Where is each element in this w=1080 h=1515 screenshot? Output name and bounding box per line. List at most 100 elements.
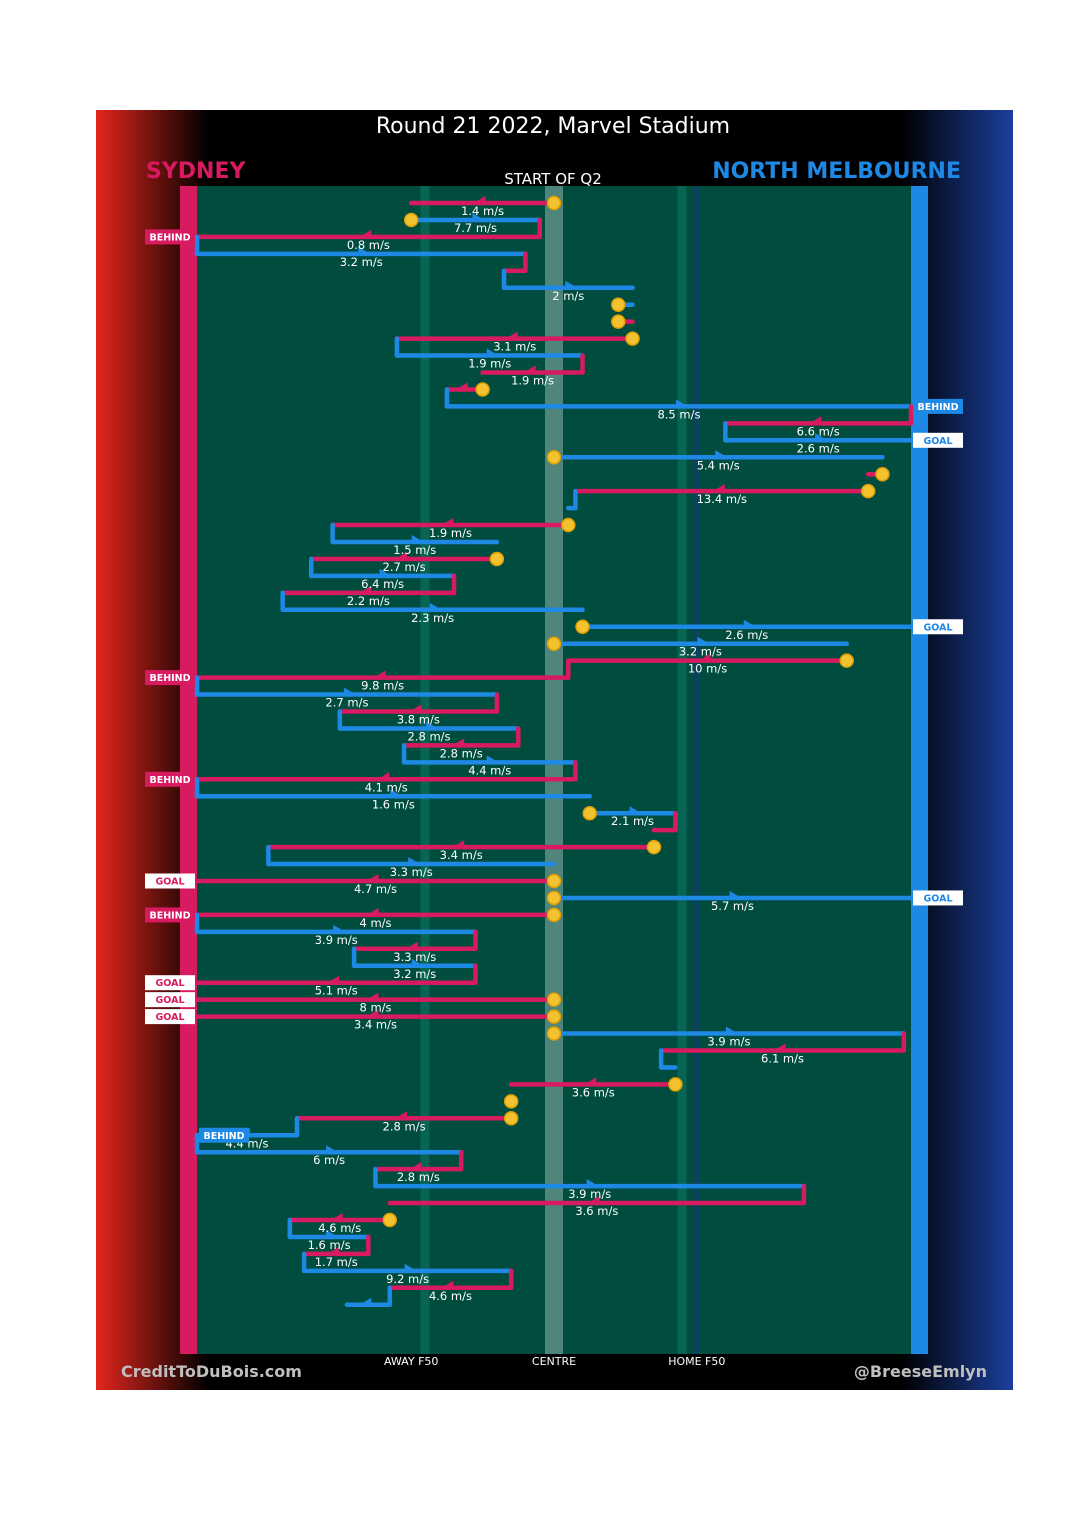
outcome-badge-label: GOAL (155, 877, 184, 888)
speed-label: 3.2 m/s (393, 967, 436, 981)
speed-label: 3.4 m/s (440, 848, 483, 862)
chain-arrow (441, 518, 454, 527)
chain-arrow (715, 450, 728, 459)
chain-arrow (429, 602, 442, 611)
speed-label: 2.7 m/s (383, 560, 426, 574)
stoppage-marker (546, 890, 562, 906)
chain-arrow (405, 941, 418, 950)
chain-arrow (697, 636, 710, 645)
chain-arrow (395, 551, 408, 560)
chain-arrow (358, 246, 371, 255)
speed-label: 1.9 m/s (468, 357, 511, 371)
chain-arrow (404, 1263, 417, 1272)
speed-label: 3.9 m/s (315, 933, 358, 947)
speed-label: 1.5 m/s (393, 543, 436, 557)
chain-arrow (587, 1196, 600, 1205)
chain-arrow (366, 992, 379, 1001)
stoppage-marker (382, 1212, 398, 1228)
chain-arrow (411, 535, 424, 543)
speed-label: 4.4 m/s (468, 763, 511, 777)
chain-arrow (523, 365, 536, 374)
chart-title: Round 21 2022, Marvel Stadium (376, 114, 730, 139)
speed-label: 1.6 m/s (372, 797, 415, 811)
chains-layer (194, 196, 914, 1307)
outcome-badge-label: GOAL (155, 995, 184, 1006)
chain-arrow (333, 924, 346, 933)
speed-label: 3.6 m/s (575, 1204, 618, 1218)
chain-arrow (486, 348, 499, 357)
chain-arrow (586, 1179, 599, 1188)
speed-label: 2.6 m/s (797, 441, 840, 455)
x-tick-label: HOME F50 (668, 1355, 725, 1368)
centre-line (545, 186, 563, 1354)
chain-arrow (725, 1026, 738, 1035)
speed-label: 1.6 m/s (308, 1238, 351, 1252)
chain-arrow (327, 1246, 340, 1255)
speed-label: 3.1 m/s (493, 340, 536, 354)
home-f50-line (677, 186, 687, 1354)
stoppage-marker (860, 483, 876, 499)
speed-label: 3.2 m/s (679, 645, 722, 659)
outcome-badge-label: BEHIND (149, 673, 190, 684)
outcome-badge (145, 1009, 195, 1025)
chain-arrow (359, 585, 372, 594)
speed-label: 2.2 m/s (347, 594, 390, 608)
chain-arrow (426, 721, 439, 730)
speed-label: 2.1 m/s (611, 814, 654, 828)
stoppage-marker (582, 805, 597, 821)
outcome-badge-label: GOAL (923, 436, 952, 447)
speed-label: 5.1 m/s (315, 984, 358, 998)
chain-arrow (675, 399, 688, 408)
chain-arrow (729, 890, 742, 899)
chain-arrow (327, 975, 340, 984)
chain-arrow (366, 874, 379, 882)
chain-arrow (326, 1229, 339, 1238)
chain-arrow (743, 619, 756, 628)
speed-label: 3.9 m/s (707, 1035, 750, 1049)
speed-label: 6 m/s (313, 1153, 345, 1167)
speed-label: 2.8 m/s (440, 746, 483, 760)
x-tick-label: CENTRE (532, 1355, 576, 1368)
chain-arrow (359, 1297, 372, 1306)
stoppage-marker (668, 1077, 683, 1092)
speed-label: 4.6 m/s (429, 1289, 472, 1303)
chain-arrow (712, 484, 725, 493)
outcome-badge-label: BEHIND (149, 775, 190, 786)
chain-arrow (326, 1145, 339, 1154)
speed-label: 4 m/s (359, 916, 391, 930)
chain-arrow (330, 1213, 343, 1221)
speed-label: 5.7 m/s (711, 899, 754, 913)
speed-label: 9.8 m/s (361, 679, 404, 693)
chain-arrow (505, 331, 518, 340)
chain-arrow (366, 1009, 379, 1018)
chain-arrow (343, 687, 356, 696)
credit-right: @BreeseEmlyn (854, 1362, 987, 1381)
speed-label: 10 m/s (688, 662, 727, 676)
outcome-badge-label: BEHIND (149, 232, 190, 243)
outcome-badge (145, 992, 195, 1008)
stoppage-marker (503, 1111, 519, 1126)
speed-label: 2 m/s (552, 289, 584, 303)
stoppage-marker (546, 195, 562, 211)
chain-arrow (390, 789, 403, 798)
away-f50-line (420, 186, 430, 1354)
x-axis-ticks: AWAY F50 CENTRE HOME F50 (384, 1355, 725, 1368)
speed-label: 3.4 m/s (354, 1018, 397, 1032)
stoppage-marker (475, 382, 490, 397)
chain-arrow (408, 857, 421, 866)
chain-arrow (395, 1111, 408, 1120)
chain-arrow (373, 670, 386, 679)
outcome-badge-label: GOAL (155, 978, 184, 989)
outcome-badge (145, 975, 195, 991)
stoppage-marker (546, 873, 562, 889)
speed-label: 1.9 m/s (511, 374, 554, 388)
chart-poster: 1.4 m/s 7.7 m/s 0.8 m/s 3.2 m/s 2 m/s 3.1 m/s… (96, 110, 1013, 1390)
outcome-badge (913, 890, 963, 906)
speed-label: 2.8 m/s (383, 1119, 426, 1133)
speed-label: 0.8 m/s (347, 238, 390, 252)
speed-label: 3.8 m/s (397, 713, 440, 727)
outcome-badge-label: BEHIND (149, 910, 190, 921)
outcome-badge (913, 432, 963, 448)
outcome-badge (145, 670, 195, 686)
outcome-badge-label: BEHIND (203, 1131, 244, 1142)
